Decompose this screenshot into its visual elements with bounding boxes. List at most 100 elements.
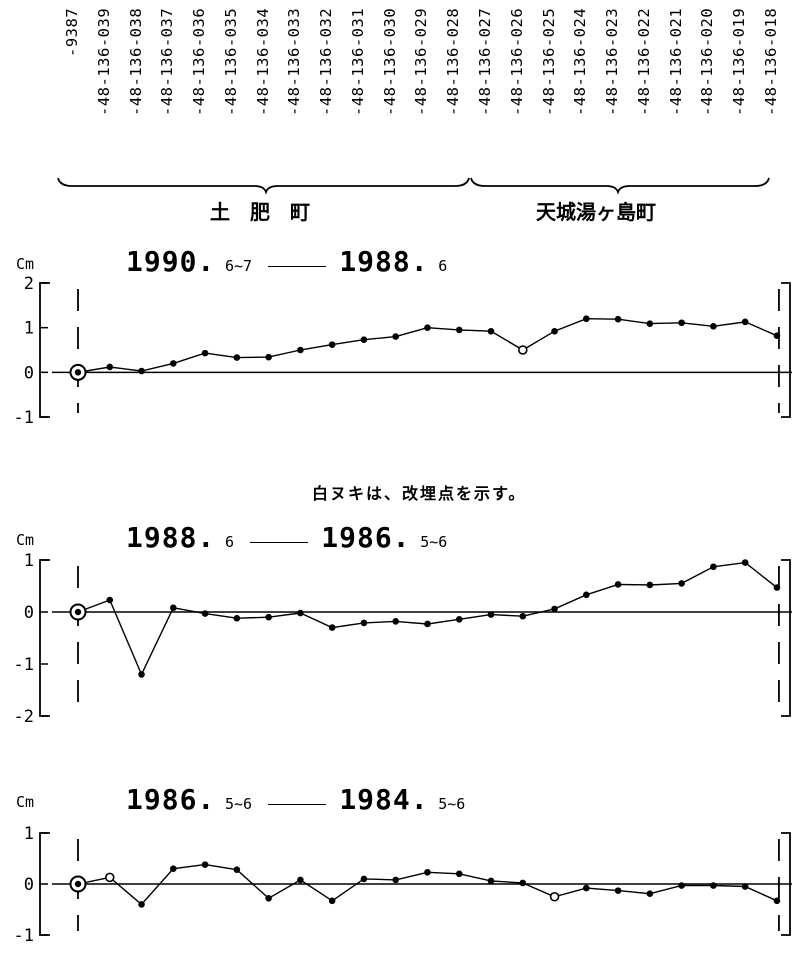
data-point — [106, 596, 114, 604]
unit-label-1: Cm — [16, 255, 35, 273]
data-point — [678, 882, 685, 889]
data-point — [170, 865, 177, 872]
title-2-start-year: 1988. — [126, 521, 216, 554]
data-point — [328, 341, 336, 348]
y-tick-label: -2 — [14, 707, 34, 727]
data-point — [392, 618, 400, 625]
data-point — [519, 879, 527, 887]
title-3-dash — [267, 804, 326, 805]
data-point — [265, 613, 272, 621]
unit-label-3: Cm — [16, 793, 35, 811]
data-point — [487, 877, 495, 885]
title-1-dash — [267, 266, 326, 267]
data-point — [678, 580, 685, 587]
data-point — [710, 882, 717, 889]
panel-title-3: 1986. 5~6 1984. 5~6 — [126, 783, 465, 816]
data-point — [201, 610, 209, 617]
open-data-point — [104, 872, 115, 883]
data-point — [233, 614, 241, 622]
data-point — [583, 884, 590, 892]
data-point — [360, 875, 368, 883]
title-2-end-year: 1986. — [321, 521, 411, 554]
series-line — [77, 561, 778, 677]
data-point — [424, 324, 431, 331]
left-bracket — [39, 559, 50, 717]
data-point — [710, 563, 717, 571]
data-point — [614, 581, 622, 588]
data-point — [455, 615, 463, 623]
data-point — [741, 318, 749, 326]
data-point — [360, 619, 368, 627]
open-data-point — [517, 345, 528, 355]
data-point — [360, 336, 368, 344]
data-point — [455, 326, 463, 334]
y-tick-label: 2 — [24, 274, 34, 294]
data-point — [583, 591, 590, 599]
data-point — [583, 315, 590, 323]
reference-point-inner — [74, 369, 82, 376]
data-point — [646, 890, 654, 897]
data-point — [519, 612, 527, 620]
reference-point-inner — [74, 880, 82, 888]
title-1-end-month: 6 — [438, 257, 448, 275]
panel-title-2: 1988. 6 1986. 5~6 — [126, 521, 447, 554]
title-1-start-month: 6~7 — [224, 257, 253, 275]
data-point — [773, 584, 781, 591]
data-point — [170, 360, 177, 367]
data-point — [646, 581, 654, 589]
data-point — [551, 605, 558, 613]
region-brace-amagi — [470, 177, 770, 195]
right-bracket — [781, 282, 791, 418]
data-point — [678, 319, 685, 327]
title-3-start-year: 1986. — [126, 783, 216, 816]
data-point — [646, 320, 654, 327]
y-tick-label: 1 — [24, 824, 34, 844]
data-point — [773, 897, 781, 905]
data-point — [741, 883, 749, 890]
title-1-end-year: 1988. — [339, 245, 429, 278]
data-point — [487, 611, 495, 618]
region-label-dohi: 土 肥 町 — [210, 200, 310, 224]
y-tick-label: -1 — [14, 926, 34, 946]
data-point — [297, 609, 304, 617]
data-point — [138, 901, 145, 908]
reference-point-inner — [74, 608, 82, 616]
left-bracket — [39, 282, 50, 418]
data-point — [392, 333, 400, 340]
data-point — [392, 876, 400, 884]
right-bracket — [781, 559, 791, 717]
y-tick-label: 1 — [24, 319, 34, 339]
data-point — [265, 894, 272, 902]
data-point — [455, 870, 463, 878]
y-tick-label: -1 — [14, 655, 34, 675]
open-data-point — [549, 891, 560, 902]
note-open-circle: 白ヌキは、改埋点を示す。 — [312, 484, 527, 503]
title-2-end-month: 5~6 — [420, 533, 448, 551]
data-point — [265, 353, 272, 361]
y-tick-label: 0 — [24, 875, 34, 895]
data-point — [487, 327, 495, 335]
title-1-start-year: 1990. — [126, 245, 216, 278]
title-3-end-year: 1984. — [339, 783, 429, 816]
data-point — [328, 624, 336, 631]
data-point — [170, 604, 177, 612]
data-point — [424, 868, 431, 876]
y-tick-label: 1 — [24, 551, 34, 571]
data-point — [233, 866, 241, 874]
data-point — [328, 897, 336, 905]
title-2-dash — [249, 542, 308, 543]
data-point — [614, 887, 622, 894]
panel-title-1: 1990. 6~7 1988. 6 — [126, 245, 447, 278]
title-2-start-month: 6 — [224, 533, 234, 551]
title-3-start-month: 5~6 — [224, 795, 253, 813]
data-point — [297, 876, 304, 884]
y-tick-label: 0 — [24, 363, 34, 383]
data-point — [201, 861, 209, 868]
unit-label-2: Cm — [16, 531, 35, 549]
data-point — [138, 671, 145, 678]
data-point — [138, 367, 145, 375]
data-point — [773, 332, 781, 340]
data-point — [233, 354, 241, 361]
title-3-end-month: 5~6 — [438, 795, 466, 813]
y-tick-label: -1 — [14, 408, 34, 428]
